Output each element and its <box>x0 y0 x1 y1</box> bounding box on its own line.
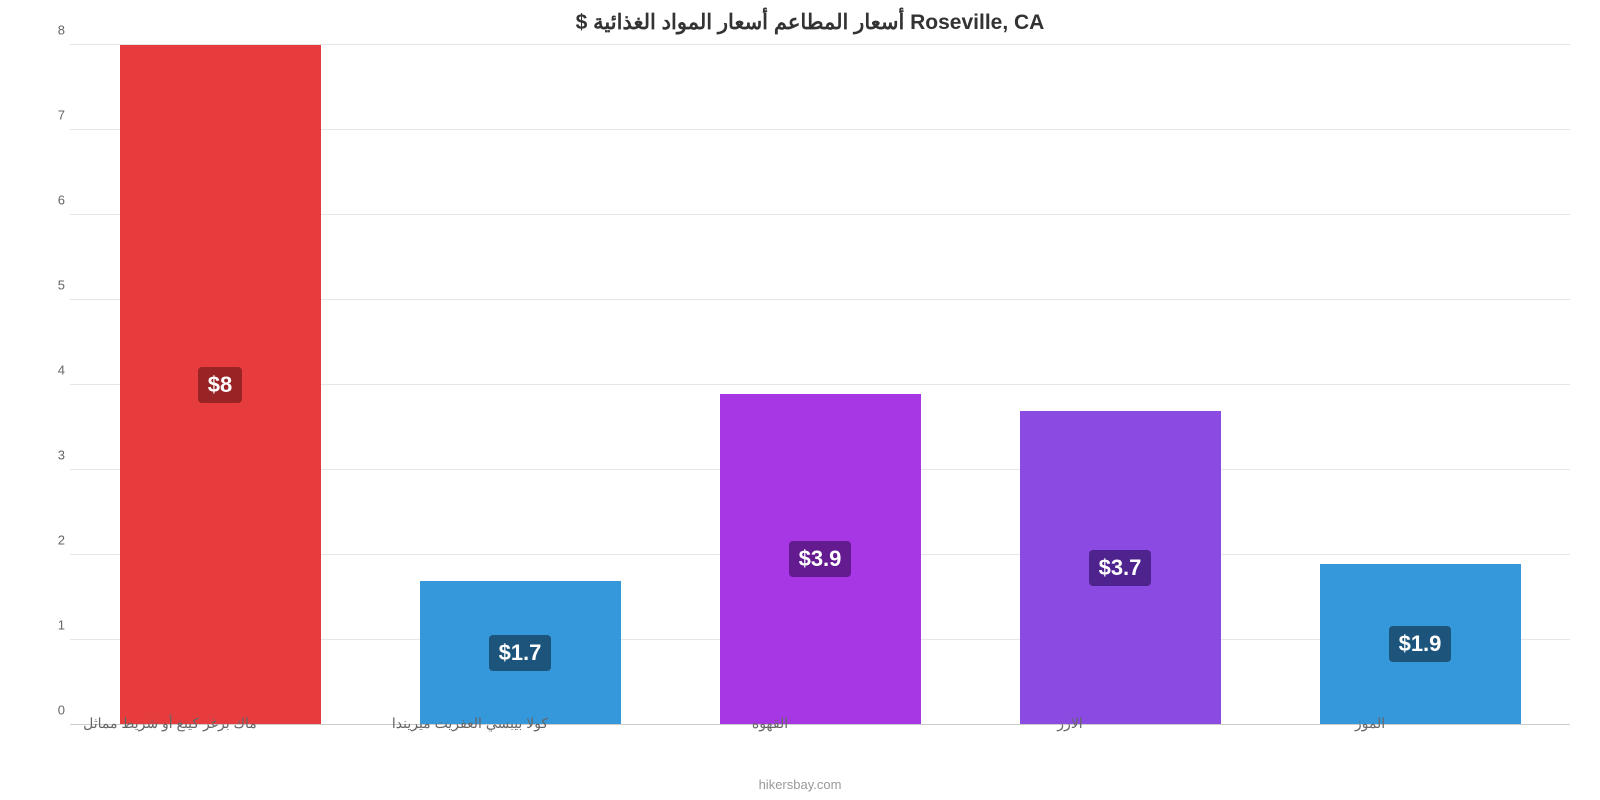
y-tick-label: 3 <box>58 448 65 463</box>
watermark: hikersbay.com <box>0 777 1600 792</box>
y-tick-label: 7 <box>58 108 65 123</box>
category-label: الموز <box>1220 715 1520 732</box>
bar: $1.7 <box>420 581 621 726</box>
bar-value-label: $1.9 <box>1389 626 1452 662</box>
x-axis-labels: ماك برغر كينغ أو شريط مماثلكولا بيبسي ال… <box>20 715 1520 732</box>
bar-wrapper: $8 <box>70 45 370 725</box>
y-tick-label: 1 <box>58 618 65 633</box>
y-tick-label: 2 <box>58 533 65 548</box>
bar: $3.9 <box>720 394 921 726</box>
y-tick-label: 8 <box>58 23 65 38</box>
category-label: ماك برغر كينغ أو شريط مماثل <box>20 715 320 732</box>
bars-area: $8 $1.7 $3.9 $3.7 $1.9 <box>70 45 1570 725</box>
bar: $3.7 <box>1020 411 1221 726</box>
chart-title: Roseville, CA أسعار المطاعم أسعار المواد… <box>50 10 1570 35</box>
y-tick-label: 4 <box>58 363 65 378</box>
bar-wrapper: $3.9 <box>670 45 970 725</box>
bar-chart: Roseville, CA أسعار المطاعم أسعار المواد… <box>0 0 1600 800</box>
bar-value-label: $3.7 <box>1089 550 1152 586</box>
bar-wrapper: $1.7 <box>370 45 670 725</box>
y-axis: 012345678 <box>40 45 70 725</box>
category-label: الارز <box>920 715 1220 732</box>
bar-wrapper: $1.9 <box>1270 45 1570 725</box>
bar: $8 <box>120 45 321 725</box>
bar: $1.9 <box>1320 564 1521 726</box>
y-tick-label: 6 <box>58 193 65 208</box>
category-label: كولا بيبسي العفريت ميريندا <box>320 715 620 732</box>
y-tick-label: 5 <box>58 278 65 293</box>
bar-value-label: $3.9 <box>789 541 852 577</box>
category-label: القهوه <box>620 715 920 732</box>
bar-value-label: $1.7 <box>489 635 552 671</box>
plot-area: 012345678 $8$1.7$3.9$3.7$1.9 <box>70 45 1570 725</box>
bar-value-label: $8 <box>198 367 242 403</box>
bar-wrapper: $3.7 <box>970 45 1270 725</box>
